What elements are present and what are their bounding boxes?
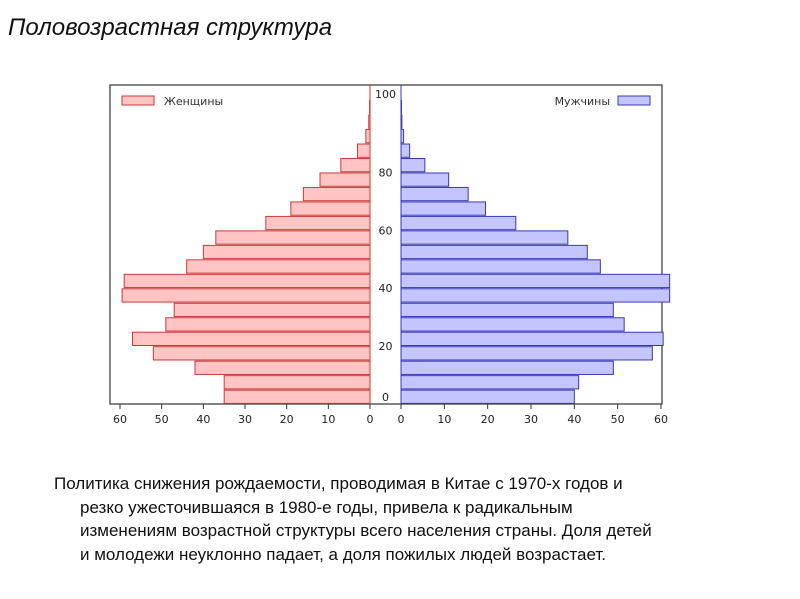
female-bar-45-49 <box>186 259 371 274</box>
female-bar-0-4 <box>223 389 371 404</box>
male-bar-80-84 <box>400 158 426 173</box>
female-bar-20-24 <box>132 331 371 346</box>
female-bar-95-99 <box>368 114 371 129</box>
female-bar-25-29 <box>165 317 371 332</box>
male-bar-35-39 <box>400 288 671 303</box>
male-bar-0-4 <box>400 389 575 404</box>
legend-male-label: Мужчины <box>555 95 610 108</box>
female-bar-35-39 <box>121 288 371 303</box>
male-bar-95-99 <box>400 114 403 129</box>
female-bar-85-89 <box>357 143 371 158</box>
male-x-tick-label: 40 <box>567 413 581 426</box>
female-bar-5-9 <box>223 375 371 390</box>
slide-title: Половозрастная структура <box>8 14 333 41</box>
female-bar-50-54 <box>202 244 371 260</box>
male-bar-65-69 <box>400 201 486 216</box>
male-bar-30-34 <box>400 302 614 318</box>
male-x-tick-label: 0 <box>398 413 405 426</box>
female-bar-15-19 <box>152 346 371 361</box>
female-bar-90-94 <box>365 129 371 144</box>
male-x-tick-label: 60 <box>654 413 668 426</box>
male-bar-40-44 <box>400 273 671 289</box>
male-bar-70-74 <box>400 186 469 202</box>
female-x-tick-label: 60 <box>113 413 127 426</box>
male-bar-85-89 <box>400 143 411 158</box>
legend-male-swatch <box>617 95 651 106</box>
female-x-tick-label: 50 <box>155 413 169 426</box>
caption-text: Политика снижения рождаемости, проводима… <box>54 472 774 566</box>
male-bar-25-29 <box>400 317 625 332</box>
male-bar-20-24 <box>400 331 664 346</box>
male-bar-100+ <box>400 100 402 115</box>
female-x-tick-label: 20 <box>280 413 294 426</box>
female-bar-40-44 <box>123 273 371 289</box>
age-tick-label: 0 <box>382 391 389 404</box>
female-x-tick-label: 10 <box>321 413 335 426</box>
male-x-tick-label: 10 <box>437 413 451 426</box>
age-tick-label: 60 <box>379 224 393 237</box>
male-bar-50-54 <box>400 244 588 260</box>
male-bar-10-14 <box>400 360 614 375</box>
female-bar-10-14 <box>194 360 371 375</box>
male-bar-55-59 <box>400 230 569 245</box>
female-bar-65-69 <box>290 201 371 216</box>
male-bar-5-9 <box>400 375 580 390</box>
female-bar-60-64 <box>265 215 371 231</box>
age-tick-label: 100 <box>375 88 396 101</box>
age-tick-label: 80 <box>379 166 393 179</box>
male-x-tick-label: 20 <box>481 413 495 426</box>
caption-line-1: Политика снижения рождаемости, проводима… <box>54 474 623 493</box>
caption-line-4: и молодежи неуклонно падает, а доля пожи… <box>80 544 607 564</box>
male-bar-45-49 <box>400 259 601 274</box>
female-bar-75-79 <box>319 172 371 187</box>
male-bar-60-64 <box>400 215 517 231</box>
female-bar-80-84 <box>340 158 371 173</box>
female-bar-100+ <box>369 100 371 115</box>
male-x-tick-label: 30 <box>524 413 538 426</box>
female-bar-70-74 <box>302 186 371 202</box>
male-bar-90-94 <box>400 129 405 144</box>
female-bar-30-34 <box>173 302 371 318</box>
male-bar-75-79 <box>400 172 450 187</box>
caption-line-2: резко ужесточившаяся в 1980-е годы, прив… <box>80 497 573 517</box>
female-x-tick-label: 30 <box>238 413 252 426</box>
female-x-tick-label: 40 <box>196 413 210 426</box>
age-tick-label: 40 <box>379 282 393 295</box>
legend-female-swatch <box>121 95 155 106</box>
age-tick-label: 20 <box>379 340 393 353</box>
legend-female-label: Женщины <box>164 95 223 108</box>
male-bar-15-19 <box>400 346 653 361</box>
female-x-tick-label: 0 <box>367 413 374 426</box>
caption-line-3: изменениям возрастной структуры всего на… <box>80 521 652 540</box>
female-bar-55-59 <box>215 230 371 245</box>
male-x-tick-label: 50 <box>611 413 625 426</box>
